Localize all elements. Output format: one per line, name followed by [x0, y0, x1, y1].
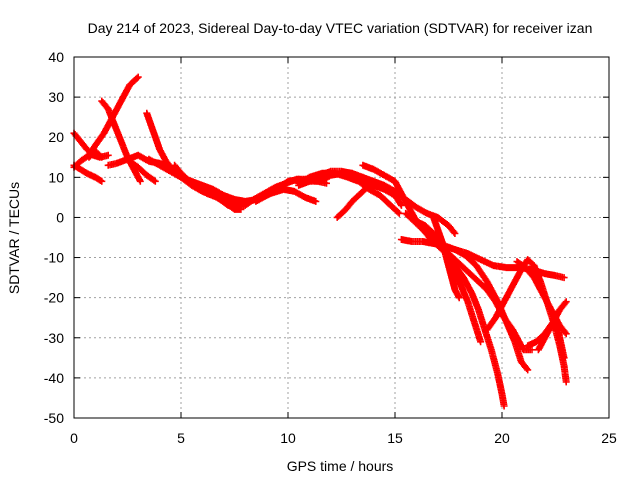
x-tick-label: 0: [70, 430, 78, 446]
series-arc-14: [333, 181, 373, 221]
series-arc-10: [171, 161, 245, 209]
x-tick-label: 10: [280, 430, 296, 446]
x-axis-label: GPS time / hours: [287, 458, 394, 474]
x-tick-label: 5: [177, 430, 185, 446]
data-point-markers: [534, 322, 568, 362]
data-points: [70, 73, 570, 410]
y-tick-label: 30: [48, 89, 64, 105]
data-point-markers: [126, 157, 159, 185]
x-tick-label: 20: [494, 430, 510, 446]
chart-title: Day 214 of 2023, Sidereal Day-to-day VTE…: [88, 20, 593, 36]
y-tick-label: -20: [44, 290, 64, 306]
y-axis-label: SDTVAR / TECUs: [6, 182, 22, 294]
y-tick-label: -30: [44, 330, 64, 346]
y-tick-label: -40: [44, 370, 64, 386]
data-point-markers: [171, 161, 245, 209]
series-arc-4: [85, 147, 106, 161]
y-tick-label: 10: [48, 169, 64, 185]
x-tick-label: 15: [387, 430, 403, 446]
data-point-markers: [333, 181, 373, 221]
data-point-markers: [295, 169, 403, 217]
plot-frame: [73, 56, 610, 419]
series-arc-13: [295, 169, 403, 217]
y-tick-label: 40: [48, 49, 64, 65]
x-tick-label: 25: [601, 430, 617, 446]
y-tick-label: 0: [56, 209, 64, 225]
series-arc-24: [534, 322, 568, 362]
y-tick-label: -10: [44, 250, 64, 266]
y-tick-label: -50: [44, 410, 64, 426]
y-tick-label: 20: [48, 129, 64, 145]
data-point-markers: [85, 147, 106, 161]
series-arc-8: [126, 157, 159, 185]
